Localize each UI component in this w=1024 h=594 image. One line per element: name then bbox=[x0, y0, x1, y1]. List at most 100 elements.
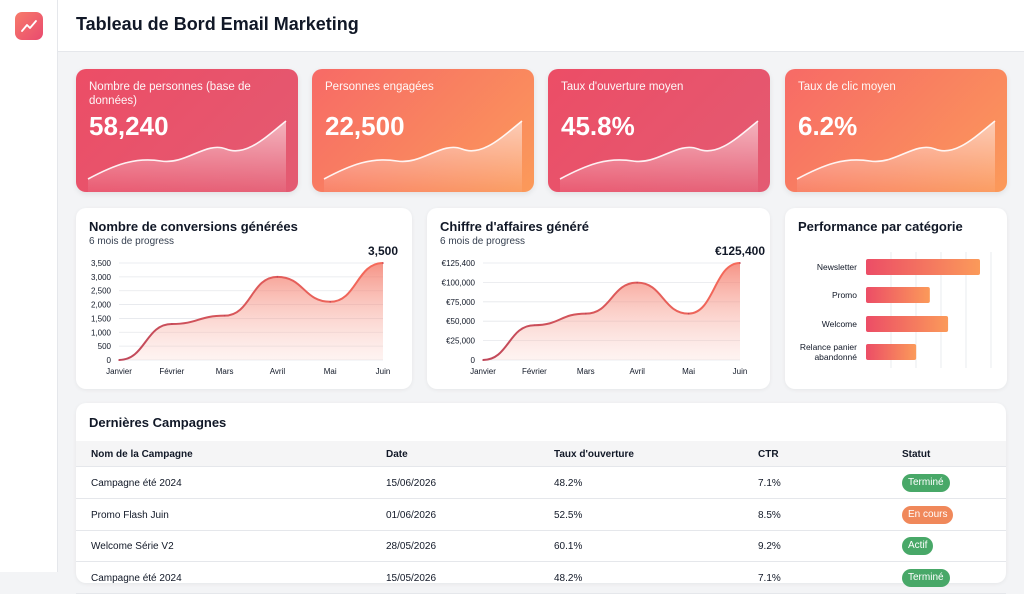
kpi-card-open-rate[interactable]: Taux d'ouverture moyen 45.8% bbox=[548, 69, 770, 192]
chart-subtitle: 6 mois de progress bbox=[440, 236, 526, 247]
conversions-chart-card: Nombre de conversions générées 6 mois de… bbox=[76, 208, 412, 389]
x-tick-label: Juin bbox=[376, 367, 391, 376]
kpi-card-database[interactable]: Nombre de personnes (base de données) 58… bbox=[76, 69, 298, 192]
table-title: Dernières Campagnes bbox=[89, 415, 227, 430]
conversions-chart: 3,500 3,000 2,500 2,000 1,500 1,000 500 0 Janvie… bbox=[91, 244, 398, 376]
revenue-chart-card: Chiffre d'affaires généré 6 mois de prog… bbox=[427, 208, 770, 389]
y-tick-label: 1,000 bbox=[91, 328, 112, 337]
y-tick-label: 3,000 bbox=[91, 273, 112, 282]
campaigns-table: Dernières Campagnes Nom de la Campagne D… bbox=[76, 403, 1006, 594]
campaign-name: Welcome Série V2 bbox=[91, 541, 174, 552]
status-badge: Actif bbox=[902, 537, 934, 555]
campaign-ctr: 7.1% bbox=[758, 478, 781, 489]
x-tick-label: Janvier bbox=[106, 367, 132, 376]
table-row[interactable]: Promo Flash Juin 01/06/2026 52.5% 8.5% En co… bbox=[76, 500, 1006, 531]
status-badge: En cours bbox=[902, 505, 954, 524]
category-bar bbox=[866, 344, 917, 360]
x-tick-label: Février bbox=[522, 367, 547, 376]
table-row[interactable]: Campagne été 2024 15/06/2026 48.2% 7.1% Term… bbox=[76, 468, 1006, 499]
kpi-value: 6.2% bbox=[798, 111, 858, 141]
kpi-label: Personnes engagées bbox=[325, 81, 434, 93]
end-value-label: 3,500 bbox=[368, 244, 398, 258]
campaign-name: Promo Flash Juin bbox=[91, 509, 169, 521]
data-point bbox=[585, 312, 587, 315]
y-tick-label: 3,500 bbox=[91, 259, 112, 268]
category-label: Welcome bbox=[822, 319, 858, 329]
data-point bbox=[382, 262, 384, 264]
y-tick-label: €75,000 bbox=[446, 298, 475, 307]
y-tick-label: 2,000 bbox=[91, 301, 112, 310]
y-tick-label: €25,000 bbox=[446, 337, 475, 346]
column-header[interactable]: Statut bbox=[902, 449, 931, 460]
page-header: Tableau de Bord Email Marketing bbox=[58, 0, 1024, 52]
data-point bbox=[276, 276, 279, 278]
campaign-open-rate: 48.2% bbox=[554, 572, 583, 584]
chart-title: Chiffre d'affaires généré bbox=[440, 219, 590, 234]
table-row[interactable]: Campagne été 2024 15/05/2026 48.2% 7.1% Term… bbox=[76, 563, 1006, 594]
table-row[interactable]: Welcome Série V2 28/05/2026 60.1% 9.2% Actif bbox=[76, 531, 1006, 562]
x-tick-label: Mars bbox=[577, 367, 595, 376]
category-label: Promo bbox=[832, 290, 857, 300]
y-tick-label: €100,000 bbox=[442, 278, 476, 287]
campaign-date: 01/06/2026 bbox=[386, 509, 437, 521]
status-badge: Terminé bbox=[902, 568, 950, 587]
series-line bbox=[118, 262, 384, 361]
y-tick-label: 500 bbox=[98, 342, 112, 351]
x-tick-label: Février bbox=[159, 367, 184, 376]
kpi-sparkline bbox=[88, 121, 286, 192]
column-header[interactable]: Taux d'ouverture bbox=[554, 449, 634, 460]
kpi-label: Taux de clic moyen bbox=[798, 81, 896, 93]
data-point bbox=[329, 301, 331, 303]
campaign-open-rate: 48.2% bbox=[554, 478, 583, 489]
kpi-sparkline-line bbox=[796, 120, 996, 180]
y-tick-label: 0 bbox=[471, 356, 476, 365]
y-tick-label: 0 bbox=[107, 356, 112, 365]
campaign-name: Campagne été 2024 bbox=[91, 572, 182, 584]
campaign-name: Campagne été 2024 bbox=[91, 478, 182, 489]
kpi-value: 22,500 bbox=[325, 111, 405, 141]
status-badge: Terminé bbox=[902, 474, 950, 492]
column-header[interactable]: Date bbox=[386, 449, 408, 460]
campaign-ctr: 9.2% bbox=[758, 541, 781, 552]
category-bar bbox=[866, 259, 980, 275]
kpi-card-engaged[interactable]: Personnes engagées 22,500 bbox=[312, 69, 534, 192]
campaign-open-rate: 52.5% bbox=[554, 509, 583, 521]
kpi-sparkline bbox=[797, 121, 995, 192]
series-area bbox=[483, 263, 740, 360]
campaign-ctr: 8.5% bbox=[758, 509, 781, 521]
data-point bbox=[171, 323, 173, 325]
data-point bbox=[118, 359, 120, 361]
page-title: Tableau de Bord Email Marketing bbox=[76, 14, 359, 34]
x-tick-label: Avril bbox=[629, 367, 645, 376]
category-label: Relance panier abandonné bbox=[800, 342, 857, 362]
column-header[interactable]: CTR bbox=[758, 449, 779, 460]
series-area bbox=[119, 263, 383, 360]
category-chart: Newsletter Promo Welcome Relance panier aban… bbox=[800, 252, 992, 368]
sidebar bbox=[0, 0, 58, 572]
trending-up-icon[interactable] bbox=[15, 12, 43, 40]
chart-title: Performance par catégorie bbox=[798, 219, 963, 234]
campaign-ctr: 7.1% bbox=[758, 572, 781, 584]
kpi-card-click-rate[interactable]: Taux de clic moyen 6.2% bbox=[785, 69, 1007, 192]
column-header[interactable]: Nom de la Campagne bbox=[91, 449, 193, 460]
y-tick-label: €50,000 bbox=[446, 317, 475, 326]
revenue-chart: €125,400 €100,000 €75,000 €50,000 €25,000 0 Ja… bbox=[442, 244, 766, 376]
kpi-sparkline bbox=[324, 121, 522, 192]
kpi-sparkline-line bbox=[559, 120, 759, 180]
kpi-value: 58,240 bbox=[89, 111, 169, 141]
kpi-sparkline-line bbox=[323, 120, 523, 180]
x-tick-label: Mars bbox=[216, 367, 234, 376]
end-value-label: €125,400 bbox=[715, 244, 765, 258]
data-point bbox=[533, 324, 536, 326]
chart-title: Nombre de conversions générées bbox=[89, 219, 298, 234]
x-tick-label: Mai bbox=[324, 367, 337, 376]
campaign-date: 28/05/2026 bbox=[386, 541, 437, 552]
kpi-sparkline-line bbox=[87, 120, 287, 180]
kpi-label: Nombre de personnes (base de données) bbox=[89, 81, 251, 107]
y-tick-label: €125,400 bbox=[442, 259, 476, 268]
category-label: Newsletter bbox=[817, 262, 857, 272]
series-line bbox=[482, 262, 741, 361]
data-point bbox=[223, 314, 226, 317]
y-tick-label: 2,500 bbox=[91, 287, 112, 296]
data-point bbox=[482, 359, 484, 361]
